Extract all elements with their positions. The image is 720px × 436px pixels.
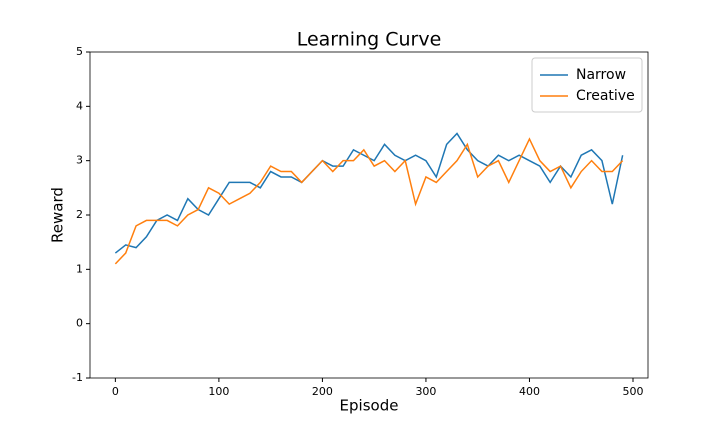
x-tick-label: 0 <box>112 385 119 398</box>
y-tick-label: 2 <box>76 208 83 221</box>
line <box>114 132 624 254</box>
x-tick-label: 300 <box>415 385 436 398</box>
chart-title: Learning Curve <box>297 29 442 51</box>
legend-label: Creative <box>576 88 635 104</box>
x-tick-label: 500 <box>622 385 643 398</box>
x-tick-label: 200 <box>312 385 333 398</box>
y-tick-label: 1 <box>76 262 83 275</box>
x-axis-label: Episode <box>340 397 399 415</box>
y-tick-label: 0 <box>76 317 83 330</box>
y-tick-label: -1 <box>72 371 83 384</box>
plot-frame <box>89 51 649 379</box>
legend-label: Narrow <box>576 67 626 83</box>
x-tick-label: 400 <box>519 385 540 398</box>
x-tick-label: 100 <box>208 385 229 398</box>
y-tick-label: 5 <box>76 45 83 58</box>
y-tick-label: 3 <box>76 154 83 167</box>
y-tick-label: 4 <box>76 99 83 112</box>
line <box>114 137 624 265</box>
y-axis-label: Reward <box>49 187 67 243</box>
legend-box <box>531 57 643 113</box>
